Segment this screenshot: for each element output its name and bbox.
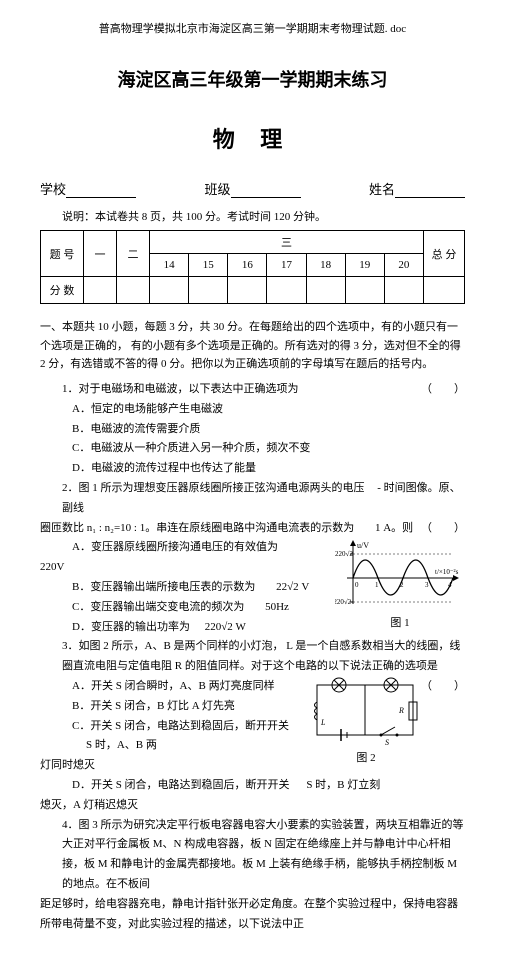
svg-text:L: L (320, 718, 326, 727)
q3-opt-c-a: C．开关 S 闭合，电路达到稳固后，断开开关 (72, 720, 289, 732)
q2-opt-c: C．变压器输出端交变电流的频次为 (72, 601, 244, 613)
score-cell (228, 277, 267, 304)
answer-paren: （ ） (421, 519, 465, 539)
section-1-desc: 一、本题共 10 小题，每题 3 分，共 30 分。在每题给出的四个选项中，有的… (40, 318, 465, 374)
q3-opt-d-b: S 时，B 灯立刻 (306, 779, 380, 791)
subcol-19: 19 (345, 254, 384, 277)
q2-opt-b: B．变压器输出端所接电压表的示数为 (72, 581, 255, 593)
score-cell (189, 277, 228, 304)
score-cell (345, 277, 384, 304)
q2-c-val: 50Hz (265, 601, 289, 613)
col-total: 总 分 (424, 231, 465, 277)
exam-note: 说明：本试卷共 8 页，共 100 分。考试时间 120 分钟。 (62, 208, 465, 224)
subject-title: 物 理 (40, 122, 465, 154)
fig1-ylabel: u/V (357, 541, 369, 550)
name-blank (395, 183, 465, 198)
q2-b-pre: 22 (276, 581, 287, 593)
question-2: 2．图 1 所示为理想变压器原线圈所接正弦沟通电源两头的电压 - 时间图像。原、… (40, 479, 465, 637)
student-info-row: 学校 班级 姓名 (40, 179, 465, 198)
answer-paren: （ ） (421, 380, 465, 400)
q3-opt-d-a: D．开关 S 闭合，电路达到稳固后，断开开关 (72, 779, 290, 791)
q2-d-post: W (236, 621, 246, 633)
q2-opt-a: A．变压器原线圈所接沟通电压的有效值为 (72, 541, 278, 553)
score-cell (117, 277, 150, 304)
q2-stem-a: 2．图 1 所示为理想变压器原线圈所接正弦沟通电源两头的电压 (62, 482, 365, 494)
figure-1-label: 图 1 (335, 614, 465, 634)
col-one: 一 (84, 231, 117, 277)
question-1: 1．对于电磁场和电磁波，以下表达中正确选项为 （ ） A．恒定的电场能够产生电磁… (40, 380, 465, 479)
q1-stem: 1．对于电磁场和电磁波，以下表达中正确选项为 (62, 383, 299, 395)
score-cell (267, 277, 306, 304)
score-cell (306, 277, 345, 304)
class-blank (231, 183, 301, 198)
subcol-15: 15 (189, 254, 228, 277)
q4-stem: 4．图 3 所示为研究决定平行板电容器电容大小要素的实验装置，两块互相靠近的等大… (40, 816, 465, 895)
name-label: 姓名 (369, 179, 395, 198)
svg-text:B: B (388, 677, 393, 679)
sqrt-icon: √2 (221, 621, 233, 633)
school-blank (66, 183, 136, 198)
q3-stem: 3．如图 2 所示，A、B 是两个同样的小灯泡， L 是一个自感系数相当大的线圈… (62, 640, 460, 672)
q2-stem-c: 圈匝数比 n₁ : n₂=10 : 1。串连在原线圈电路中沟通电流表的示数为 (40, 522, 354, 534)
q2-opt-d: D．变压器的输出功率为 (72, 621, 190, 633)
q3-opt-d-c: 熄灭，A 灯稍迟熄灭 (40, 796, 465, 816)
figure-2: A B L R (311, 677, 421, 769)
fig1-ybot: -220√2 (335, 598, 352, 606)
q1-opt-c: C．电磁波从一种介质进入另一种介质，频次不变 (40, 439, 465, 459)
q1-opt-d: D．电磁波的流传过程中也传达了能量 (40, 459, 465, 479)
q4-last: 距足够时，给电容器充电，静电计指针张开必定角度。在整个实验过程中，保持电容器所带… (40, 895, 465, 935)
subcol-17: 17 (267, 254, 306, 277)
score-cell (384, 277, 423, 304)
subcol-14: 14 (150, 254, 189, 277)
school-label: 学校 (40, 179, 66, 198)
svg-text:2: 2 (400, 581, 404, 589)
figure-1: u/V 220√2 -220√2 0 1 2 3 4 t/×10⁻²s 图 1 (335, 538, 465, 634)
figure-2-label: 图 2 (311, 749, 421, 769)
subcol-20: 20 (384, 254, 423, 277)
score-cell (424, 277, 465, 304)
svg-text:A: A (335, 677, 341, 679)
score-cell (84, 277, 117, 304)
answer-paren: （ ） (421, 677, 465, 697)
svg-text:3: 3 (425, 581, 429, 589)
col-two: 二 (117, 231, 150, 277)
svg-text:0: 0 (355, 581, 359, 589)
row-label-fenshu: 分 数 (41, 277, 84, 304)
page-title: 海淀区高三年级第一学期期末练习 (40, 66, 465, 92)
question-4: 4．图 3 所示为研究决定平行板电容器电容大小要素的实验装置，两块互相靠近的等大… (40, 816, 465, 935)
subcol-18: 18 (306, 254, 345, 277)
score-table: 题 号 一 二 三 总 分 14 15 16 17 18 19 20 分 数 (40, 230, 465, 304)
q2-d-pre: 220 (205, 621, 222, 633)
row-label-tihao: 题 号 (41, 231, 84, 277)
svg-text:S: S (385, 738, 389, 747)
q1-opt-a: A．恒定的电场能够产生电磁波 (40, 400, 465, 420)
q2-b-post: V (301, 581, 309, 593)
class-label: 班级 (204, 179, 230, 198)
q2-stem-d: 1 A。则 (375, 522, 413, 534)
doc-filename: 普高物理学模拟北京市海淀区高三第一学期期末考物理试题. doc (40, 20, 465, 36)
svg-text:1: 1 (375, 581, 379, 589)
fig1-xlabel: t/×10⁻²s (435, 568, 459, 576)
question-3: 3．如图 2 所示，A、B 是两个同样的小灯泡， L 是一个自感系数相当大的线圈… (40, 637, 465, 815)
col-three: 三 (150, 231, 424, 254)
q3-opt-c-b: S 时，A、B 两 (86, 739, 157, 751)
sqrt-icon: √2 (287, 581, 299, 593)
svg-text:4: 4 (448, 581, 452, 589)
score-cell (150, 277, 189, 304)
q1-opt-b: B．电磁波的流传需要介质 (40, 420, 465, 440)
subcol-16: 16 (228, 254, 267, 277)
